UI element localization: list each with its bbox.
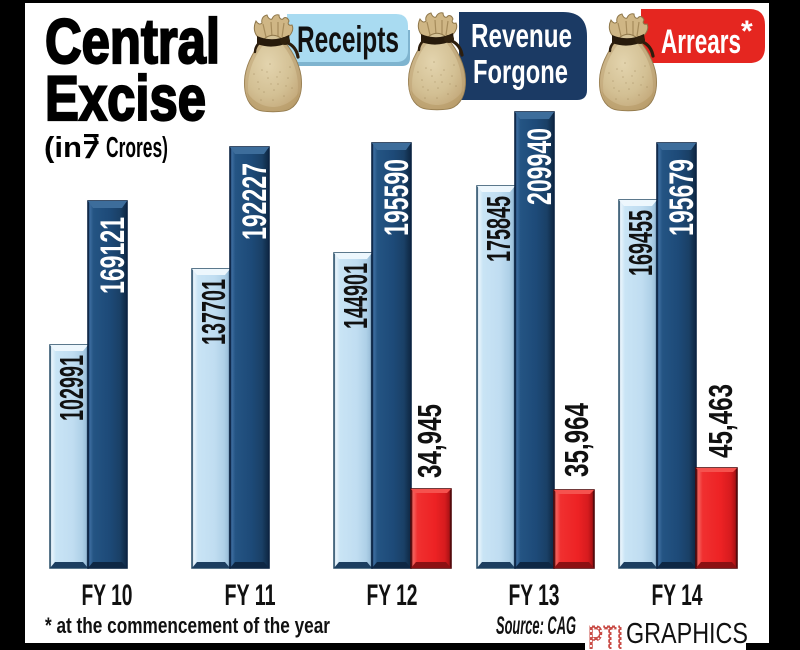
svg-text:209940: 209940	[521, 128, 559, 205]
svg-text:*: *	[741, 15, 753, 48]
svg-text:175845: 175845	[480, 196, 517, 262]
svg-text:Forgone: Forgone	[473, 53, 568, 90]
svg-text:Revenue: Revenue	[471, 17, 572, 54]
svg-text:102991: 102991	[53, 355, 90, 421]
svg-text:FY 13: FY 13	[509, 579, 560, 612]
svg-text:Crores): Crores)	[106, 132, 168, 164]
svg-text:(in: (in	[44, 132, 82, 164]
svg-text:34,945: 34,945	[411, 404, 448, 478]
svg-text:169121: 169121	[94, 217, 132, 294]
svg-text:144901: 144901	[337, 263, 374, 329]
svg-text:GRAPHICS: GRAPHICS	[626, 618, 748, 650]
svg-text:PTI: PTI	[588, 619, 623, 650]
svg-text:Arrears: Arrears	[661, 23, 741, 61]
svg-text:FY 12: FY 12	[367, 579, 418, 612]
svg-text:Receipts: Receipts	[297, 19, 399, 60]
svg-text:195679: 195679	[663, 159, 701, 236]
svg-text:137701: 137701	[195, 279, 232, 345]
svg-text:FY 10: FY 10	[82, 579, 133, 612]
svg-text:169455: 169455	[622, 210, 659, 276]
svg-text:35,964: 35,964	[558, 403, 595, 477]
svg-text:192227: 192227	[236, 163, 274, 240]
svg-text:Central: Central	[45, 7, 220, 77]
svg-text:45,463: 45,463	[702, 384, 739, 458]
svg-text:Source: CAG: Source: CAG	[496, 612, 576, 640]
svg-text:FY 14: FY 14	[652, 579, 703, 612]
svg-text:195590: 195590	[378, 159, 416, 236]
svg-text:* at the commencement of the y: * at the commencement of the year	[45, 613, 330, 638]
svg-text:Excise: Excise	[45, 64, 206, 134]
svg-text:FY 11: FY 11	[225, 579, 276, 612]
